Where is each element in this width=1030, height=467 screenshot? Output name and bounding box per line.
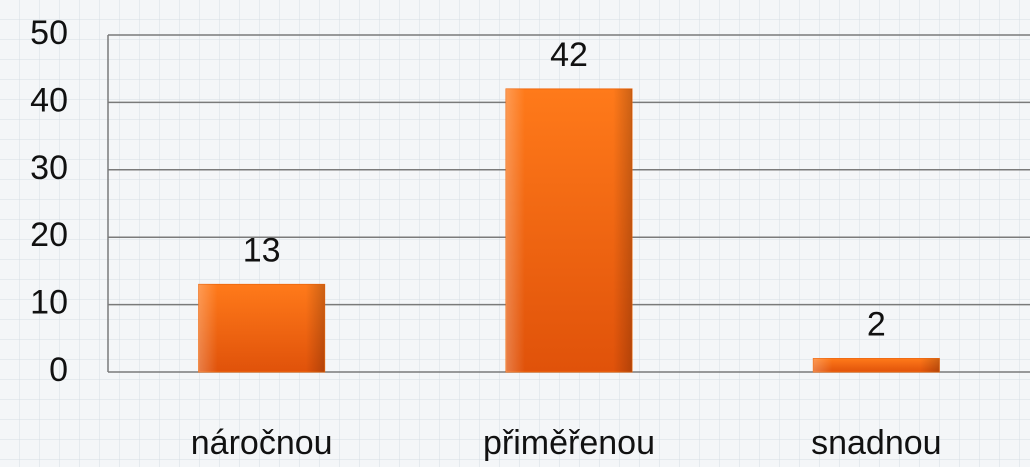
data-label: 42 bbox=[550, 36, 588, 74]
y-tick-label: 30 bbox=[30, 149, 68, 187]
y-tick-label: 0 bbox=[49, 351, 68, 389]
data-label: 13 bbox=[243, 231, 281, 269]
y-tick-label: 10 bbox=[30, 284, 68, 322]
bar bbox=[198, 283, 326, 373]
x-tick-label: přiměřenou bbox=[483, 424, 655, 462]
y-tick-label: 40 bbox=[30, 81, 68, 119]
data-label: 2 bbox=[867, 306, 886, 344]
y-tick-label: 20 bbox=[30, 216, 68, 254]
y-tick-label: 50 bbox=[30, 14, 68, 52]
x-tick-label: snadnou bbox=[811, 424, 941, 462]
bar bbox=[812, 358, 940, 373]
bar bbox=[505, 88, 633, 373]
x-tick-label: náročnou bbox=[191, 424, 333, 462]
